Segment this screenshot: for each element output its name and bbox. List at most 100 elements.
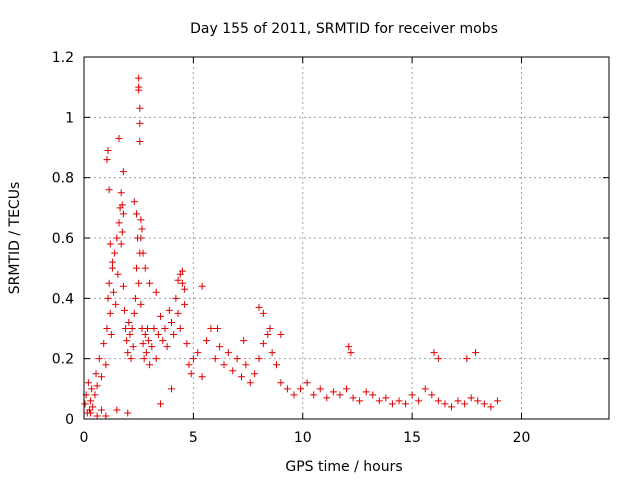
data-point — [224, 349, 232, 357]
data-point — [259, 309, 267, 317]
data-point — [349, 394, 357, 402]
data-point — [136, 104, 144, 112]
data-point — [323, 394, 331, 402]
data-point — [106, 240, 114, 248]
data-point — [92, 370, 100, 378]
data-point — [176, 325, 184, 332]
data-point — [233, 355, 241, 363]
data-point — [108, 264, 116, 272]
data-point — [487, 403, 495, 411]
data-point — [130, 198, 138, 206]
data-point — [108, 258, 116, 266]
data-point — [273, 361, 280, 369]
data-point — [178, 279, 186, 287]
data-point — [395, 397, 403, 405]
data-point — [100, 340, 108, 348]
data-point — [89, 403, 97, 411]
data-point — [181, 285, 189, 293]
data-point — [434, 355, 442, 363]
x-tick-label: 10 — [294, 430, 312, 446]
y-tick-label: 0 — [65, 412, 74, 428]
x-tick-label: 20 — [513, 430, 531, 446]
data-point — [474, 397, 482, 405]
data-point — [112, 300, 120, 308]
data-point — [136, 119, 144, 127]
data-point — [131, 294, 139, 302]
data-point — [174, 276, 182, 284]
data-point — [207, 325, 215, 332]
data-point — [461, 400, 469, 408]
data-point — [259, 340, 267, 348]
data-point — [125, 318, 133, 326]
y-tick-label: 0.2 — [52, 352, 74, 368]
data-point — [165, 306, 173, 314]
data-point — [163, 343, 171, 351]
data-point — [130, 309, 138, 317]
data-point — [123, 337, 131, 345]
data-point — [421, 385, 429, 393]
data-point — [467, 394, 475, 402]
data-point — [290, 391, 298, 399]
data-point — [141, 264, 149, 272]
data-point — [105, 279, 113, 287]
x-tick-label: 0 — [80, 430, 89, 446]
data-point — [105, 186, 113, 194]
data-point — [102, 361, 110, 369]
data-point — [98, 373, 105, 381]
data-point — [118, 228, 126, 236]
y-tick-label: 0.8 — [52, 171, 74, 187]
data-point — [117, 240, 125, 248]
data-point — [139, 340, 147, 348]
data-point — [266, 325, 274, 332]
data-point — [347, 349, 355, 357]
data-point — [143, 325, 151, 332]
data-point — [316, 385, 324, 393]
data-point — [145, 337, 153, 345]
data-point — [137, 216, 145, 224]
data-point — [142, 349, 150, 357]
data-points — [81, 74, 501, 420]
chart-title: Day 155 of 2011, SRMTID for receiver mob… — [190, 21, 498, 37]
data-point — [375, 397, 383, 405]
data-point — [297, 385, 305, 393]
data-point — [283, 385, 291, 393]
data-point — [168, 385, 175, 393]
data-point — [388, 400, 396, 408]
data-point — [119, 168, 127, 176]
data-point — [277, 379, 285, 387]
data-point — [137, 234, 145, 242]
data-point — [408, 391, 416, 399]
data-point — [157, 400, 165, 408]
data-point — [135, 279, 143, 287]
x-tick-label: 5 — [189, 430, 198, 446]
data-point — [329, 388, 337, 396]
data-point — [137, 300, 145, 308]
data-point — [441, 400, 449, 408]
y-tick-label: 0.4 — [52, 291, 74, 307]
data-point — [81, 400, 89, 408]
data-point — [183, 340, 191, 348]
data-point — [242, 361, 250, 369]
data-point — [120, 306, 128, 314]
data-point — [119, 282, 127, 290]
data-point — [106, 309, 114, 317]
data-point — [146, 361, 154, 369]
data-point — [277, 331, 285, 339]
data-point — [356, 397, 364, 405]
data-point — [129, 343, 137, 351]
data-point — [161, 325, 169, 332]
data-point — [110, 288, 118, 296]
data-point — [107, 331, 115, 339]
data-point — [141, 331, 149, 339]
data-point — [255, 355, 263, 363]
data-point — [428, 391, 436, 399]
data-point — [310, 391, 318, 399]
data-point — [111, 249, 119, 257]
x-axis-label: GPS time / hours — [285, 459, 402, 475]
data-point — [136, 137, 144, 145]
data-point — [255, 303, 263, 311]
data-point — [103, 156, 111, 164]
data-point — [103, 325, 111, 332]
data-point — [185, 361, 193, 369]
